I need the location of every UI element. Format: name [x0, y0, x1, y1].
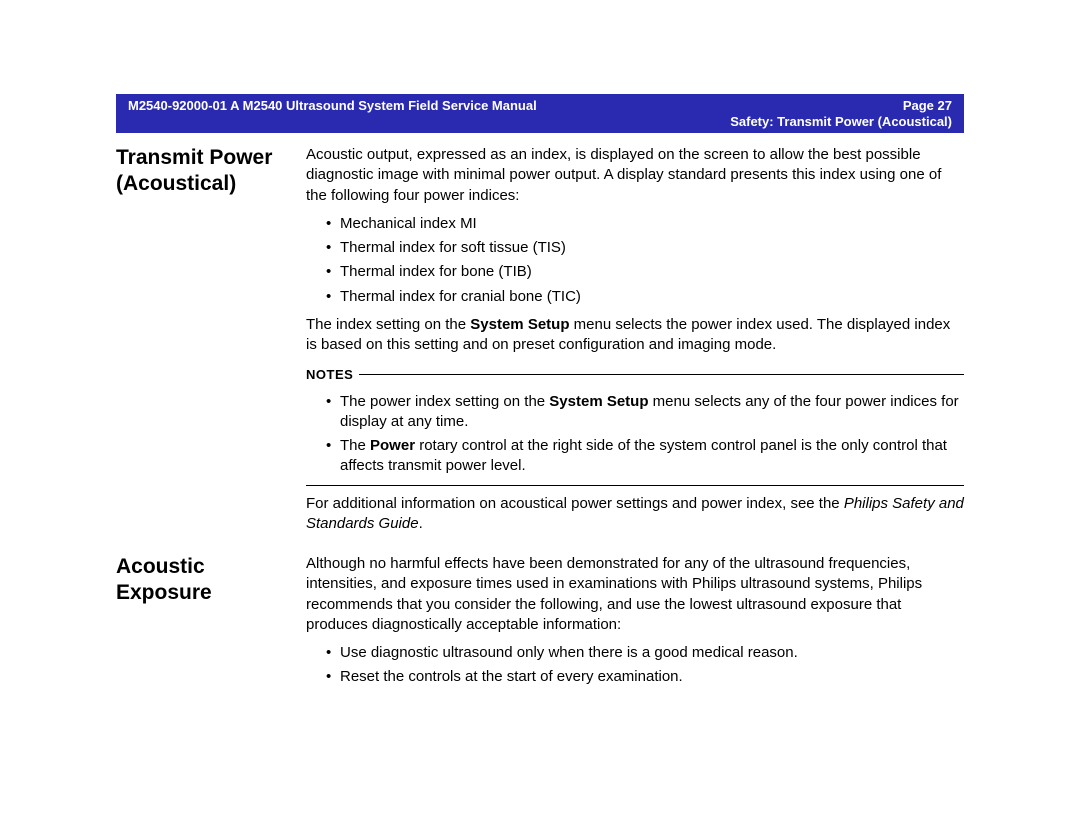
list-item: Mechanical index MI — [326, 214, 964, 234]
divider-line — [306, 485, 964, 486]
bold-text: System Setup — [470, 316, 569, 333]
note-item: The Power rotary control at the right si… — [326, 436, 964, 477]
list-item: Use diagnostic ultrasound only when ther… — [326, 643, 964, 663]
body-transmit: Acoustic output, expressed as an index, … — [306, 145, 964, 542]
page-header-bar: M2540-92000-01 A M2540 Ultrasound System… — [116, 94, 964, 133]
acoustic-intro-paragraph: Although no harmful effects have been de… — [306, 554, 964, 635]
list-item: Thermal index for soft tissue (TIS) — [326, 238, 964, 258]
additional-info-paragraph: For additional information on acoustical… — [306, 494, 964, 535]
list-item: Thermal index for cranial bone (TIC) — [326, 287, 964, 307]
side-heading-transmit: Transmit Power (Acoustical) — [116, 145, 306, 542]
section-acoustic-exposure: Acoustic Exposure Although no harmful ef… — [116, 554, 964, 696]
notes-list: The power index setting on the System Se… — [306, 392, 964, 477]
header-subtitle: Safety: Transmit Power (Acoustical) — [128, 114, 952, 129]
doc-id-title: M2540-92000-01 A M2540 Ultrasound System… — [128, 98, 537, 113]
intro-paragraph: Acoustic output, expressed as an index, … — [306, 145, 964, 206]
text: The index setting on the — [306, 316, 470, 333]
setup-paragraph: The index setting on the System Setup me… — [306, 315, 964, 356]
text: The power index setting on the — [340, 393, 549, 410]
page-number: Page 27 — [903, 98, 952, 113]
text: . — [419, 515, 423, 532]
body-acoustic: Although no harmful effects have been de… — [306, 554, 964, 696]
document-page: M2540-92000-01 A M2540 Ultrasound System… — [0, 0, 1080, 696]
list-item: Thermal index for bone (TIB) — [326, 262, 964, 282]
side-heading-acoustic: Acoustic Exposure — [116, 554, 306, 696]
header-line-1: M2540-92000-01 A M2540 Ultrasound System… — [128, 98, 952, 113]
notes-label: NOTES — [306, 366, 359, 384]
text: rotary control at the right side of the … — [340, 437, 947, 474]
list-item: Reset the controls at the start of every… — [326, 667, 964, 687]
bold-text: Power — [370, 437, 415, 454]
notes-rule-line — [306, 374, 964, 375]
notes-divider: NOTES — [306, 365, 964, 385]
acoustic-bullets: Use diagnostic ultrasound only when ther… — [306, 643, 964, 688]
section-transmit-power: Transmit Power (Acoustical) Acoustic out… — [116, 145, 964, 542]
text: The — [340, 437, 370, 454]
text: For additional information on acoustical… — [306, 495, 844, 512]
bold-text: System Setup — [549, 393, 648, 410]
power-indices-list: Mechanical index MI Thermal index for so… — [306, 214, 964, 307]
note-item: The power index setting on the System Se… — [326, 392, 964, 433]
